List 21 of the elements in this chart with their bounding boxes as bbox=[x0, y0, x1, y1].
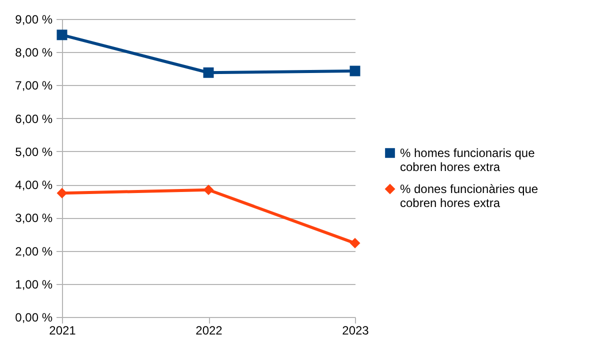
point bbox=[350, 66, 360, 76]
y-tick-label: 8,00 % bbox=[15, 46, 53, 60]
y-tick-label: 3,00 % bbox=[15, 211, 53, 226]
point bbox=[203, 184, 214, 196]
point bbox=[56, 188, 68, 198]
y-tick-label: 6,00 % bbox=[15, 112, 53, 126]
y-tick-label: 5,00 % bbox=[15, 144, 53, 159]
y-tick-label: 4,00 % bbox=[15, 178, 53, 192]
x-tick-label: 2021 bbox=[49, 324, 76, 338]
y-tick-label: 0,00 % bbox=[15, 310, 53, 324]
point bbox=[203, 67, 214, 78]
y-tick-label: 1,00 % bbox=[15, 277, 53, 292]
legend-label: % homes funcionaris que cobren hores extra bbox=[400, 146, 536, 174]
y-tick-label: 9,00 % bbox=[15, 12, 53, 26]
legend-label: % dones funcionàries que cobren hores extra bbox=[400, 182, 538, 210]
point bbox=[350, 238, 360, 248]
x-tick-label: 2022 bbox=[196, 324, 223, 338]
point bbox=[56, 30, 68, 40]
y-tick-label: 2,00 % bbox=[15, 244, 53, 258]
x-tick-label: 2023 bbox=[342, 324, 370, 338]
y-tick-label: 7,00 % bbox=[15, 78, 53, 93]
